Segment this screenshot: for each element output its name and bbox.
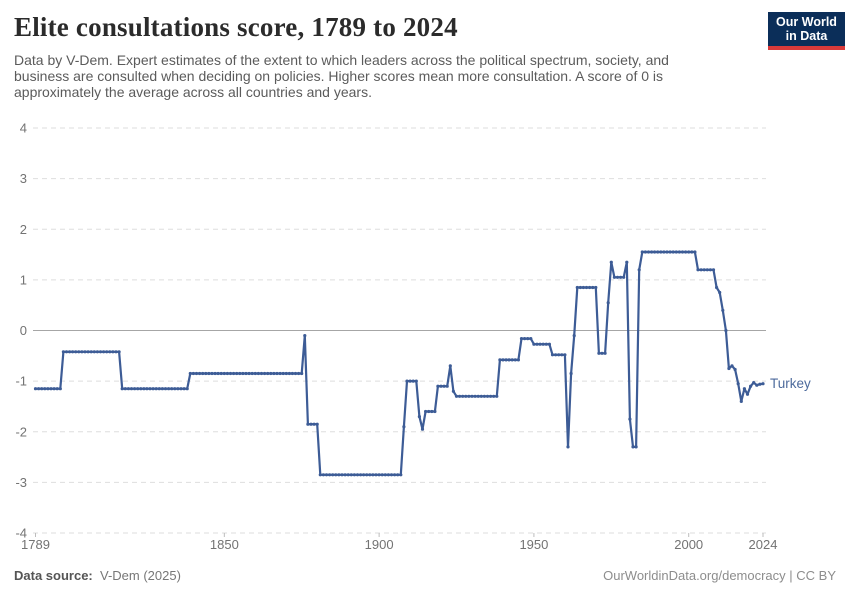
subtitle-line: approximately the average across all cou… bbox=[14, 83, 372, 100]
subtitle-line: business are consulted when deciding on … bbox=[14, 67, 664, 84]
series-turkey[interactable] bbox=[33, 250, 765, 477]
y-axis-tick-label: 4 bbox=[20, 121, 27, 136]
x-axis-tick-label: 1789 bbox=[21, 537, 50, 552]
y-axis-tick-label: 1 bbox=[20, 272, 27, 287]
x-axis-tick-label: 1850 bbox=[210, 537, 239, 552]
license-link[interactable]: OurWorldinData.org/democracy | CC BY bbox=[603, 568, 836, 583]
data-source-label: Data source: bbox=[14, 568, 93, 583]
chart-footer: Data source: V-Dem (2025) OurWorldinData… bbox=[14, 568, 836, 583]
x-axis-tick-label: 1950 bbox=[519, 537, 548, 552]
y-grid: 4 3 2 1 0 -1 -2 -3 -4 bbox=[15, 121, 766, 541]
owid-logo-text: in Data bbox=[785, 29, 828, 43]
x-axis-tick-label: 2000 bbox=[674, 537, 703, 552]
data-source-name: V-Dem (2025) bbox=[100, 568, 181, 583]
y-axis-tick-label: -3 bbox=[15, 475, 27, 490]
y-axis-tick-label: -1 bbox=[15, 374, 27, 389]
entity-label-turkey[interactable]: Turkey bbox=[770, 376, 811, 391]
x-axis-labels: 1789 1850 1900 1950 2000 2024 bbox=[21, 537, 777, 552]
y-axis-tick-label: 3 bbox=[20, 171, 27, 186]
x-axis-tick-label: 1900 bbox=[365, 537, 394, 552]
y-axis-tick-label: -4 bbox=[15, 526, 27, 541]
y-axis-tick-label: 2 bbox=[20, 222, 27, 237]
data-source-note: Data source: V-Dem (2025) bbox=[14, 568, 181, 583]
y-axis-tick-label: 0 bbox=[20, 323, 27, 338]
x-axis-tick-label: 2024 bbox=[749, 537, 778, 552]
page-title: Elite consultations score, 1789 to 2024 bbox=[14, 12, 458, 42]
y-axis-tick-label: -2 bbox=[15, 424, 27, 439]
owid-logo[interactable]: Our World in Data bbox=[768, 12, 845, 50]
chart-subtitle: Data by V-Dem. Expert estimates of the e… bbox=[14, 52, 738, 100]
subtitle-line: Data by V-Dem. Expert estimates of the e… bbox=[14, 52, 669, 68]
owid-logo-text: Our World bbox=[776, 15, 837, 29]
